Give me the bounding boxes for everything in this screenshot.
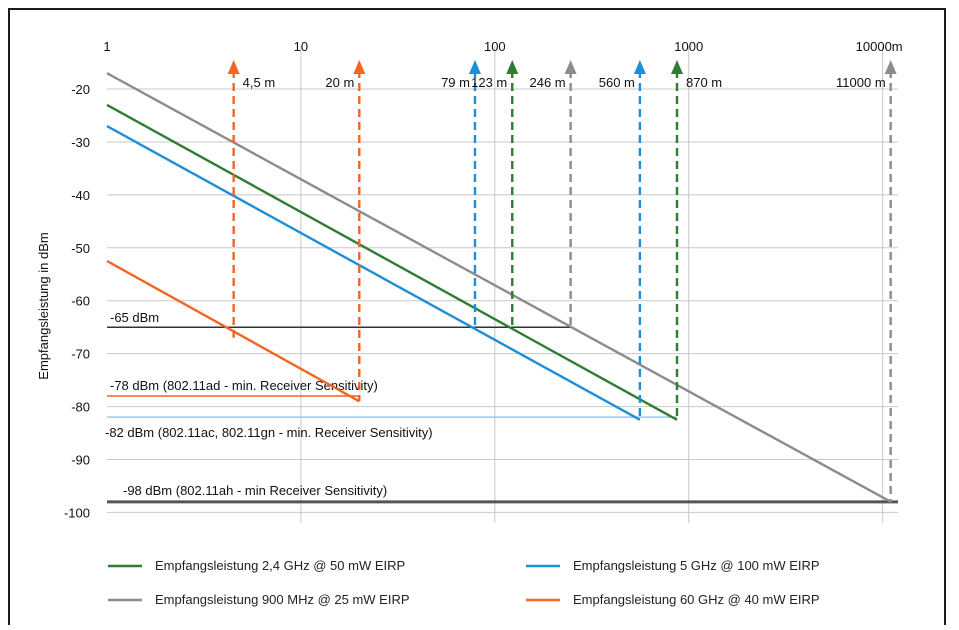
marker-arrow (884, 60, 897, 74)
y-tick-label: -20 (71, 82, 90, 97)
x-tick-label: 10 (294, 39, 308, 54)
marker-label: 870 m (686, 75, 722, 90)
marker-arrow (671, 60, 684, 74)
y-tick-label: -40 (71, 188, 90, 203)
marker-label: 20 m (325, 75, 354, 90)
legend-label: Empfangsleistung 5 GHz @ 100 mW EIRP (573, 558, 820, 573)
legend-label: Empfangsleistung 900 MHz @ 25 mW EIRP (155, 592, 410, 607)
y-tick-label: -80 (71, 400, 90, 415)
x-tick-label: 1 (103, 39, 110, 54)
series-line (106, 103, 678, 421)
marker-label: 560 m (599, 75, 635, 90)
legend: Empfangsleistung 2,4 GHz @ 50 mW EIRP Emp… (108, 558, 820, 607)
marker-arrow (506, 60, 519, 74)
y-tick-label: -100 (64, 505, 90, 520)
grid (107, 46, 898, 523)
marker-arrow (227, 60, 240, 74)
axis-ticks: -20 -30 -40 -50 -60 -70 -80 -90 -100 1 10 100 1000 10… (64, 39, 903, 520)
threshold-label: -82 dBm (802.11ac, 802.11gn - min. Recei… (105, 425, 433, 440)
marker-arrow (564, 60, 577, 74)
series-line (106, 125, 641, 421)
threshold-label: -78 dBm (802.11ad - min. Receiver Sensit… (110, 378, 378, 393)
marker-label: 79 m (441, 75, 470, 90)
y-tick-label: -30 (71, 135, 90, 150)
series-line (106, 72, 892, 503)
y-tick-label: -60 (71, 294, 90, 309)
legend-label: Empfangsleistung 2,4 GHz @ 50 mW EIRP (155, 558, 405, 573)
x-tick-label: 10000m (856, 39, 903, 54)
x-tick-label: 100 (484, 39, 506, 54)
y-tick-label: -90 (71, 452, 90, 467)
threshold-lines: -65 dBm -78 dBm (802.11ad - min. Receiver… (105, 310, 898, 504)
marker-label: 246 m (529, 75, 565, 90)
y-tick-label: -70 (71, 347, 90, 362)
y-axis-label: Empfangsleistung in dBm (36, 232, 51, 379)
range-chart: -65 dBm -78 dBm (802.11ad - min. Receiver… (36, 39, 903, 607)
marker-label: 4,5 m (243, 75, 276, 90)
threshold-label: -65 dBm (110, 310, 159, 325)
legend-label: Empfangsleistung 60 GHz @ 40 mW EIRP (573, 592, 820, 607)
distance-markers: 4,5 m 20 m 79 m 123 m 246 m 560 m 870 m 11000 m (227, 60, 897, 502)
x-tick-label: 1000 (674, 39, 703, 54)
y-tick-label: -50 (71, 241, 90, 256)
marker-arrow (353, 60, 366, 74)
threshold-label: -98 dBm (802.11ah - min Receiver Sensiti… (123, 483, 387, 498)
marker-arrow (633, 60, 646, 74)
marker-label: 123 m (471, 75, 507, 90)
marker-label: 11000 m (836, 75, 886, 90)
marker-arrow (468, 60, 481, 74)
chart-frame: -65 dBm -78 dBm (802.11ad - min. Receiver… (8, 8, 946, 625)
